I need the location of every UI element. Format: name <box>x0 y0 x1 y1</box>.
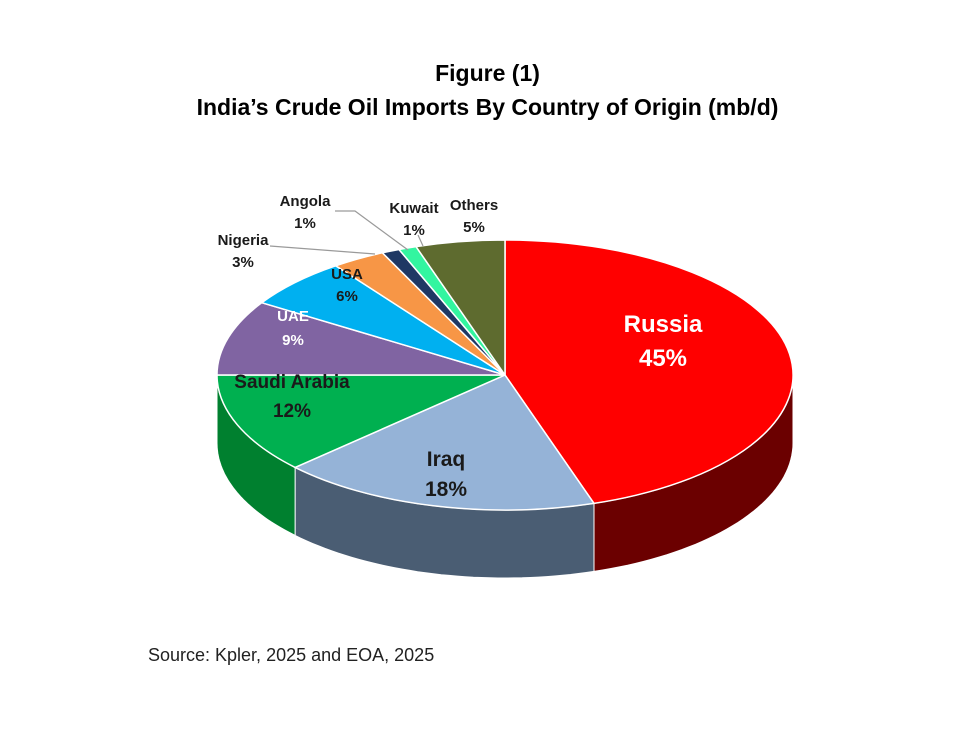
pie-slice-uae <box>216 301 506 376</box>
pie-slice-saudi-arabia <box>216 374 506 469</box>
label-iraq: Iraq <box>427 448 466 471</box>
leader-line-angola <box>335 210 409 251</box>
value-label-iraq: 18% <box>425 478 467 501</box>
label-nigeria: Nigeria <box>218 232 270 249</box>
pie-slice-iraq <box>293 374 596 511</box>
value-label-saudi-arabia: 12% <box>273 401 311 422</box>
leader-line-nigeria <box>269 245 376 255</box>
leader-line-kuwait <box>417 234 424 247</box>
value-label-nigeria: 3% <box>232 254 254 271</box>
value-label-usa: 6% <box>336 288 358 305</box>
source-note: Source: Kpler, 2025 and EOA, 2025 <box>148 645 435 665</box>
label-uae: UAE <box>277 308 309 325</box>
pie-top <box>216 239 794 511</box>
value-label-angola: 1% <box>294 215 316 232</box>
chart-subtitle: India’s Crude Oil Imports By Country of … <box>196 94 779 120</box>
pie-labels: Russia 45% Iraq 18% Saudi Arabia 12% UAE 9% USA 6… <box>218 193 703 501</box>
pie-slice-russia <box>504 239 794 505</box>
chart-title: Figure (1) <box>435 60 540 86</box>
value-label-russia: 45% <box>639 345 687 372</box>
pie-slice-others <box>414 239 506 378</box>
label-russia: Russia <box>624 311 703 338</box>
label-kuwait: Kuwait <box>389 200 438 217</box>
value-label-kuwait: 1% <box>403 222 425 239</box>
value-label-uae: 9% <box>282 332 304 349</box>
value-label-others: 5% <box>463 219 485 236</box>
label-angola: Angola <box>280 193 331 210</box>
label-usa: USA <box>331 266 363 283</box>
label-others: Others <box>450 197 498 214</box>
label-saudi-arabia: Saudi Arabia <box>234 372 350 393</box>
